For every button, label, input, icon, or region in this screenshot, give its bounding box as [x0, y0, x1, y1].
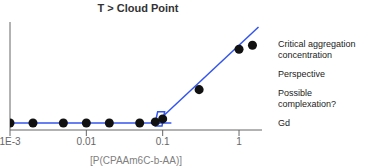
svg-text:1E-3: 1E-3	[8, 136, 21, 147]
html-text:T > Cloud Point: T > Cloud Point	[97, 2, 179, 14]
svg-text:[P(CPAAm6C-b-AA)]: [P(CPAAm6C-b-AA)]	[90, 155, 182, 166]
svg-text:1: 1	[236, 136, 242, 147]
html-text:Perspective: Perspective	[278, 69, 325, 79]
svg-text:0.01: 0.01	[77, 136, 97, 147]
html-text:Critical aggregation concentra: Critical aggregation concentration	[278, 39, 356, 60]
html-text:Possible complexation?: Possible complexation?	[278, 88, 336, 109]
svg-text:0.1: 0.1	[156, 136, 170, 147]
html-text:Gd: Gd	[278, 118, 290, 128]
